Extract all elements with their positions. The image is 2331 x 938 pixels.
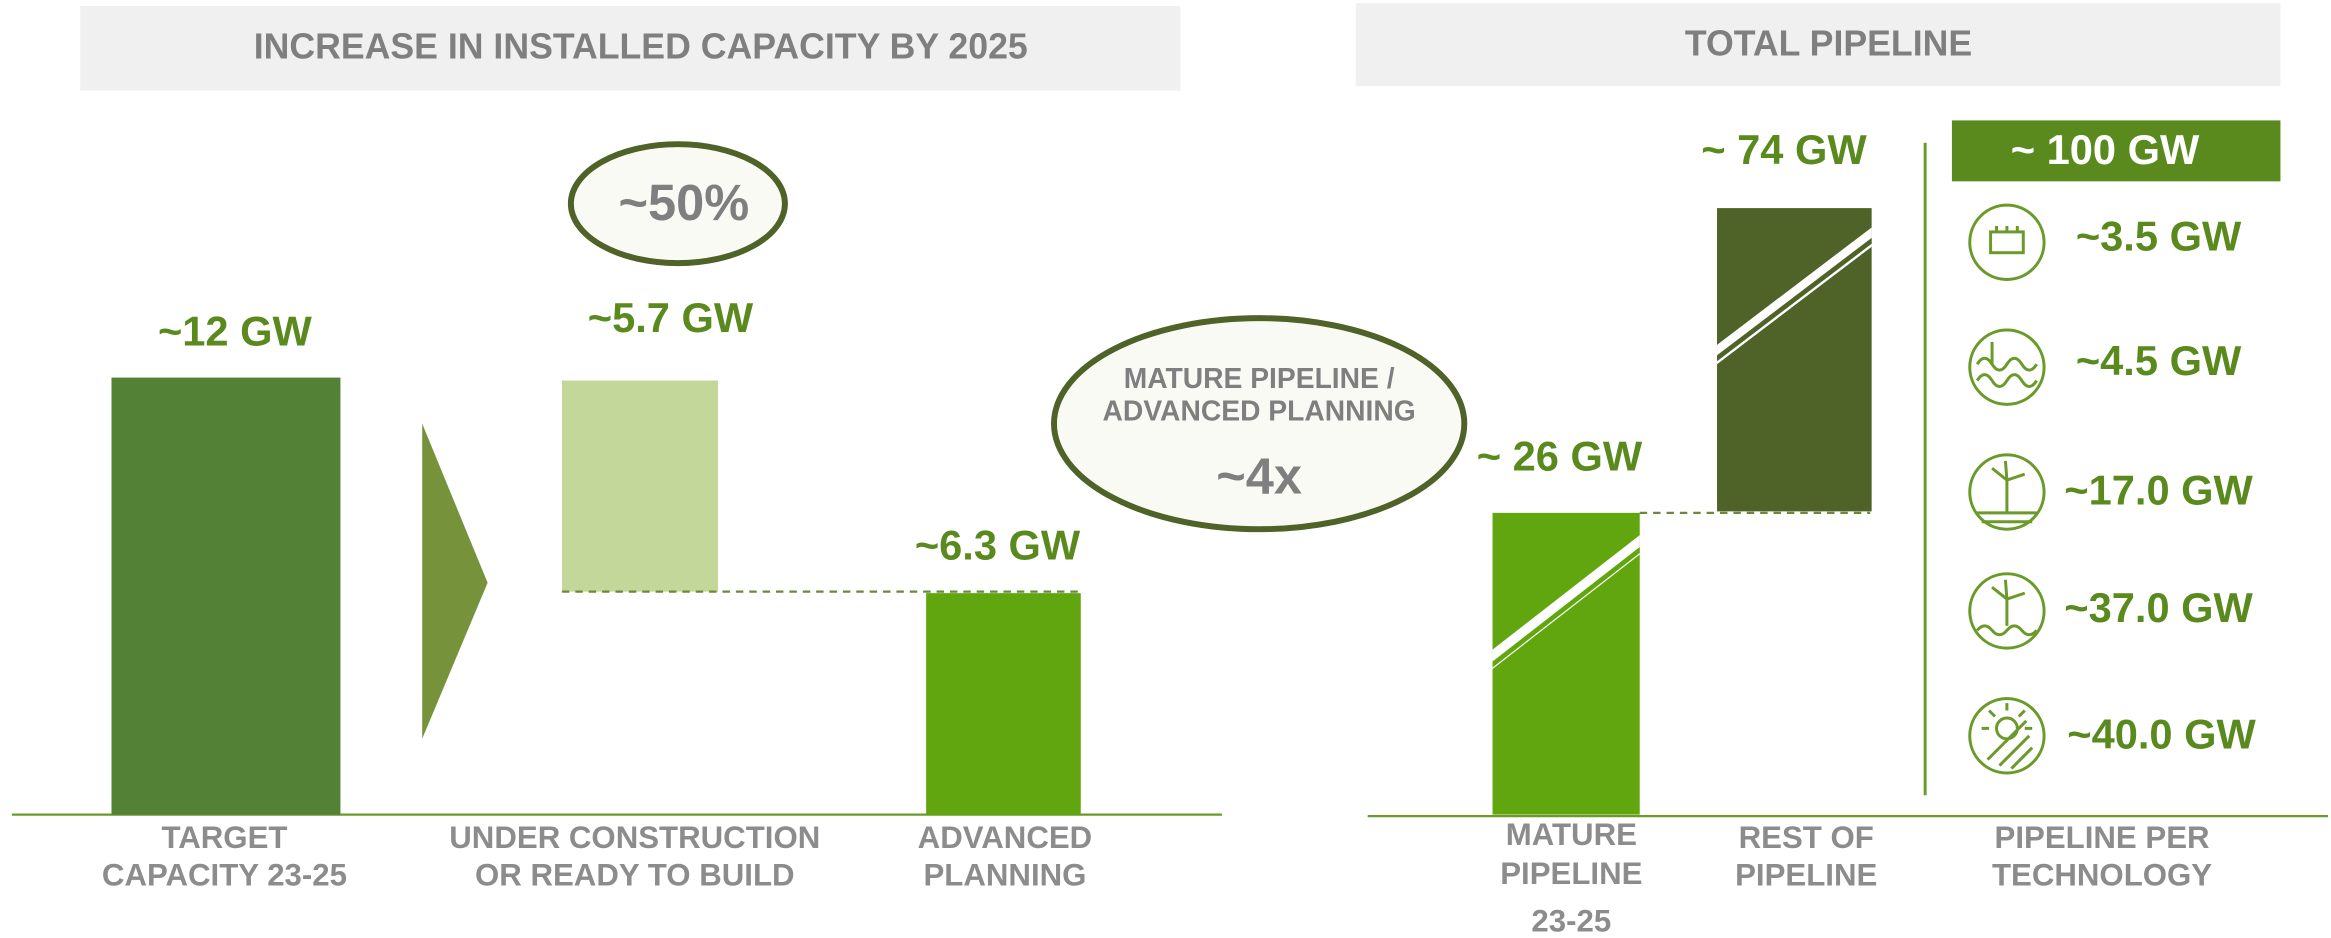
callout-text: MATURE PIPELINE /	[1124, 362, 1395, 394]
category-label: TECHNOLOGY	[1992, 857, 2212, 892]
left-title: INCREASE IN INSTALLED CAPACITY BY 2025	[254, 26, 1028, 66]
tech-value: ~40.0 GW	[2067, 710, 2256, 757]
value-label: ~ 74 GW	[1701, 126, 1867, 173]
icon	[1968, 572, 2046, 650]
category-label: CAPACITY 23-25	[102, 857, 347, 892]
arrow	[422, 423, 488, 739]
stripe	[1717, 237, 1872, 362]
category-label: OR READY TO BUILD	[475, 857, 795, 892]
bar	[111, 377, 341, 815]
header-box	[1355, 2, 2281, 87]
icon	[1989, 230, 2025, 255]
icon	[1968, 328, 2046, 406]
category-label: PIPELINE	[1735, 857, 1877, 892]
total-box	[1951, 120, 2281, 182]
callout-text: ADVANCED PLANNING	[1103, 395, 1416, 427]
category-label: TARGET	[161, 820, 287, 855]
category-label: PIPELINE PER	[1995, 820, 2210, 855]
icon	[1977, 460, 2037, 524]
share-bubble	[567, 141, 788, 267]
icon	[1995, 716, 2019, 741]
icon	[1981, 703, 2034, 770]
callout-bubble	[1051, 315, 1468, 533]
category-label: REST OF	[1739, 820, 1874, 855]
stripe	[1492, 547, 1640, 668]
icon	[1968, 697, 2046, 775]
tech-icons	[1968, 203, 2046, 775]
icon	[1968, 453, 2046, 531]
category-label: PIPELINE	[1500, 856, 1642, 891]
value-label: ~ 26 GW	[1477, 432, 1643, 479]
callout-multiple: ~4x	[1216, 447, 1302, 504]
right-title: TOTAL PIPELINE	[1685, 24, 1972, 64]
category-label: MATURE	[1506, 817, 1637, 852]
value-label: ~5.7 GW	[588, 294, 754, 341]
bar	[561, 380, 719, 592]
category-label: ADVANCED	[918, 820, 1093, 855]
icon	[1975, 341, 2038, 388]
icon	[1995, 225, 2019, 232]
total: ~ 100 GW	[2011, 126, 2200, 173]
header-box	[80, 5, 1181, 91]
icon	[1976, 579, 2038, 637]
share: ~50%	[619, 174, 750, 231]
tech-value: ~17.0 GW	[2064, 467, 2253, 514]
tech-value: ~37.0 GW	[2064, 584, 2253, 631]
value-label: ~12 GW	[158, 307, 313, 354]
category-label: UNDER CONSTRUCTION	[449, 820, 820, 855]
icon	[1968, 203, 2046, 281]
value-label: ~6.3 GW	[915, 522, 1081, 569]
tech-value: ~4.5 GW	[2076, 337, 2242, 384]
category-label: 23-25	[1531, 903, 1611, 938]
tech-value: ~3.5 GW	[2076, 212, 2242, 259]
bar	[926, 593, 1081, 815]
category-label: PLANNING	[923, 857, 1086, 892]
